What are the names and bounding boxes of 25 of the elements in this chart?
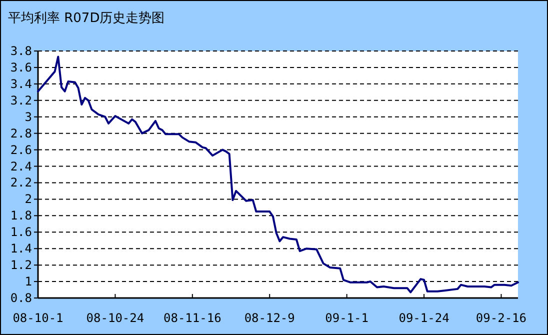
y-tick-label: 2 — [24, 192, 32, 206]
y-tick-label: 1 — [24, 274, 32, 289]
x-tick-label: 09-1-1 — [325, 311, 368, 325]
x-tick-label: 08-12-9 — [244, 311, 295, 325]
y-tick-label: 0.8 — [10, 291, 32, 305]
chart-title: 平均利率 R07D历史走势图 — [8, 10, 165, 26]
x-tick-label: 09-1-24 — [398, 311, 450, 325]
y-tick-label: 3.2 — [10, 93, 32, 108]
y-tick-label: 3 — [24, 110, 32, 124]
y-tick-label: 2.4 — [10, 159, 32, 174]
x-tick-label: 08-10-24 — [86, 311, 144, 325]
y-tick-label: 3.6 — [10, 60, 32, 74]
x-tick-label: 08-10-1 — [12, 311, 64, 325]
y-tick-label: 2.8 — [10, 126, 32, 140]
y-tick-label: 1.2 — [10, 258, 32, 272]
y-tick-label: 1.8 — [10, 208, 32, 223]
y-tick-label: 3.8 — [10, 44, 32, 58]
y-tick-label: 3.4 — [10, 76, 32, 91]
line-series — [37, 56, 519, 294]
y-tick-label: 1.4 — [10, 242, 32, 256]
y-tick-label: 2.2 — [10, 176, 32, 190]
x-tick-label: 08-11-16 — [164, 311, 222, 325]
y-tick-label: 1.6 — [10, 225, 32, 240]
y-tick-label: 2.6 — [10, 142, 32, 157]
x-tick-label: 09-2-16 — [476, 311, 527, 325]
